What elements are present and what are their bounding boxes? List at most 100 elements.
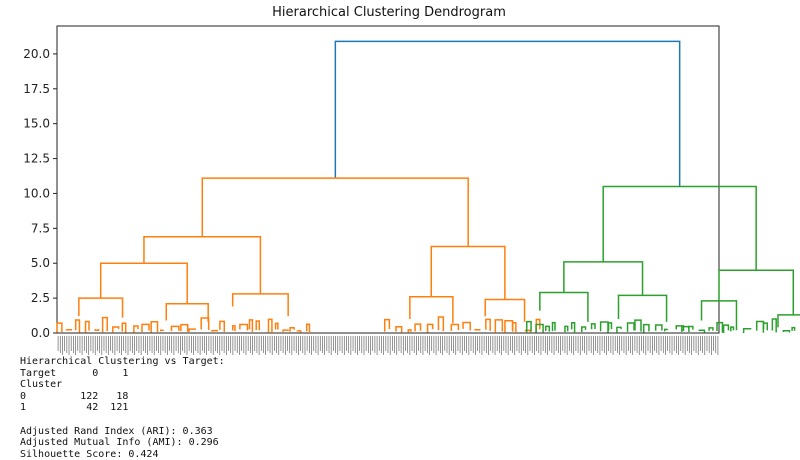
dendrogram-link-cluster_0: [409, 295, 454, 324]
output-line: Adjusted Mutual Info (AMI): 0.296: [20, 437, 219, 449]
dendrogram-leaf-link: [305, 323, 311, 333]
dendrogram-leaf-link: [642, 323, 650, 333]
dendrogram-link-cluster_1: [602, 185, 757, 271]
dendrogram-leaf-link: [296, 330, 302, 333]
output-line: 0 122 18: [20, 390, 129, 402]
dendrogram-link-cluster_0: [484, 298, 526, 322]
dendrogram-leaf-link: [474, 328, 481, 331]
output-line: [20, 414, 790, 426]
dendrogram-leaf-link: [239, 323, 249, 331]
plot-frame: [56, 25, 720, 334]
dendrogram-leaf-link: [450, 323, 460, 331]
dendrogram-links: [56, 40, 800, 333]
dendrogram-link-cluster_0: [430, 245, 506, 300]
dendrogram-leaf-link: [170, 325, 180, 332]
dendrogram-link-cluster_0: [165, 302, 209, 322]
dendrogram-leaf-link: [289, 326, 295, 332]
dendrogram-link-root: [334, 40, 681, 187]
dendrogram-leaf-link: [762, 322, 769, 333]
console-output: Hierarchical Clustering vs Target: Target…: [20, 356, 790, 460]
output-line: Silhouette Score: 0.424: [20, 448, 159, 460]
dendrogram-leaf-link: [414, 323, 422, 332]
dendrogram-leaf-link: [698, 329, 706, 333]
dendrogram-leaf-link: [504, 320, 514, 333]
dendrogram-leaf-link: [664, 328, 669, 332]
y-tick-label: 17.5: [23, 82, 50, 96]
dendrogram-leaf-link: [590, 323, 596, 330]
dendrogram-leaf-link: [407, 329, 412, 333]
dendrogram-leaf-link: [687, 325, 694, 330]
dendrogram-leaf-link: [74, 319, 81, 333]
chart-title: Hierarchical Clustering Dendrogram: [272, 5, 506, 20]
dendrogram-leaf-link: [782, 329, 791, 333]
dendrogram-leaf-link: [722, 324, 730, 333]
dendrogram-leaf-link: [535, 318, 541, 332]
dendrogram-link-cluster_1: [700, 300, 738, 331]
dendrogram-leaf-link: [634, 319, 642, 332]
y-tick-label: 20.0: [23, 47, 50, 61]
dendrogram-leaf-link: [626, 322, 635, 332]
dendrogram-leaf-link: [716, 321, 724, 333]
dendrogram-leaf-link: [282, 329, 289, 332]
dendrogram-leaf-link: [730, 326, 735, 332]
dendrogram-leaf-link: [551, 321, 556, 332]
dendrogram-leaf-link: [255, 320, 261, 331]
dendrogram-leaf-link: [654, 324, 663, 331]
dendrogram-leaf-link: [112, 326, 120, 333]
dendrogram-link-cluster_1: [539, 291, 589, 322]
dendrogram-leaf-link: [267, 318, 273, 333]
dendrogram-leaf-link: [755, 320, 765, 331]
dendrogram-leaf-link: [485, 318, 491, 331]
dendrogram-leaf-link: [101, 316, 108, 333]
y-axis: 0.0 2.5 5.0 7.5 10.0 12.5 15.0 17.5 20.0: [23, 47, 57, 340]
output-line: Hierarchical Clustering vs Target:: [20, 356, 225, 367]
y-tick-label: 15.0: [23, 117, 50, 131]
dendrogram-leaf-link: [188, 328, 197, 332]
dendrogram-leaf-link: [437, 316, 445, 332]
dendrogram-leaf-link: [607, 322, 613, 331]
dendrogram-leaf-link: [56, 322, 63, 333]
dendrogram-leaf-link: [231, 325, 236, 332]
output-line: Adjusted Rand Index (ARI): 0.363: [20, 425, 213, 437]
dendrogram-chart: Hierarchical Clustering Dendrogram 0.0 2.…: [23, 5, 800, 355]
dendrogram-leaf-link: [211, 329, 218, 332]
dendrogram-leaf-link: [180, 323, 189, 332]
dendrogram-leaf-link: [535, 323, 544, 333]
dendrogram-link-cluster_0: [78, 297, 124, 318]
dendrogram-leaf-link: [771, 318, 777, 333]
output-line: 1 42 121: [20, 402, 129, 414]
dendrogram-leaf-link: [121, 322, 127, 333]
dendrogram-leaf-link: [616, 326, 622, 333]
dendrogram-leaf-link: [65, 329, 73, 331]
dendrogram-link-cluster_1: [718, 269, 795, 315]
dendrogram-leaf-link: [545, 325, 551, 332]
dendrogram-link-cluster_0: [201, 177, 469, 247]
dendrogram-leaf-link: [511, 322, 517, 333]
dendrogram-leaf-link: [274, 322, 279, 330]
dendrogram-link-cluster_0: [143, 235, 262, 294]
dendrogram-link-cluster_1: [617, 294, 668, 322]
y-tick-label: 10.0: [23, 186, 50, 200]
dendrogram-leaf-link: [525, 320, 532, 333]
y-tick-label: 2.5: [31, 291, 50, 305]
y-tick-label: 5.0: [31, 256, 50, 270]
dendrogram-leaf-link: [159, 329, 165, 332]
y-tick-label: 12.5: [23, 152, 50, 166]
dendrogram-leaf-link: [248, 319, 254, 332]
output-line: Cluster: [20, 379, 63, 391]
dendrogram-leaf-link: [494, 319, 504, 333]
dendrogram-svg: Hierarchical Clustering Dendrogram 0.0 2.…: [23, 5, 800, 355]
dendrogram-leaf-link: [383, 318, 391, 332]
dendrogram-leaf-link: [708, 327, 714, 331]
dendrogram-leaf-link: [141, 323, 150, 333]
y-tick-label: 0.0: [31, 326, 50, 340]
y-tick-label: 7.5: [31, 221, 50, 235]
dendrogram-leaf-link: [462, 321, 471, 331]
dendrogram-leaf-link: [84, 320, 90, 333]
output-line: Target 0 1: [20, 367, 129, 379]
dendrogram-leaf-link: [395, 326, 403, 333]
dendrogram-leaf-link: [564, 325, 569, 333]
dendrogram-leaf-link: [200, 317, 210, 330]
dendrogram-leaf-link: [599, 321, 609, 333]
leaf-labels: [57, 336, 719, 355]
